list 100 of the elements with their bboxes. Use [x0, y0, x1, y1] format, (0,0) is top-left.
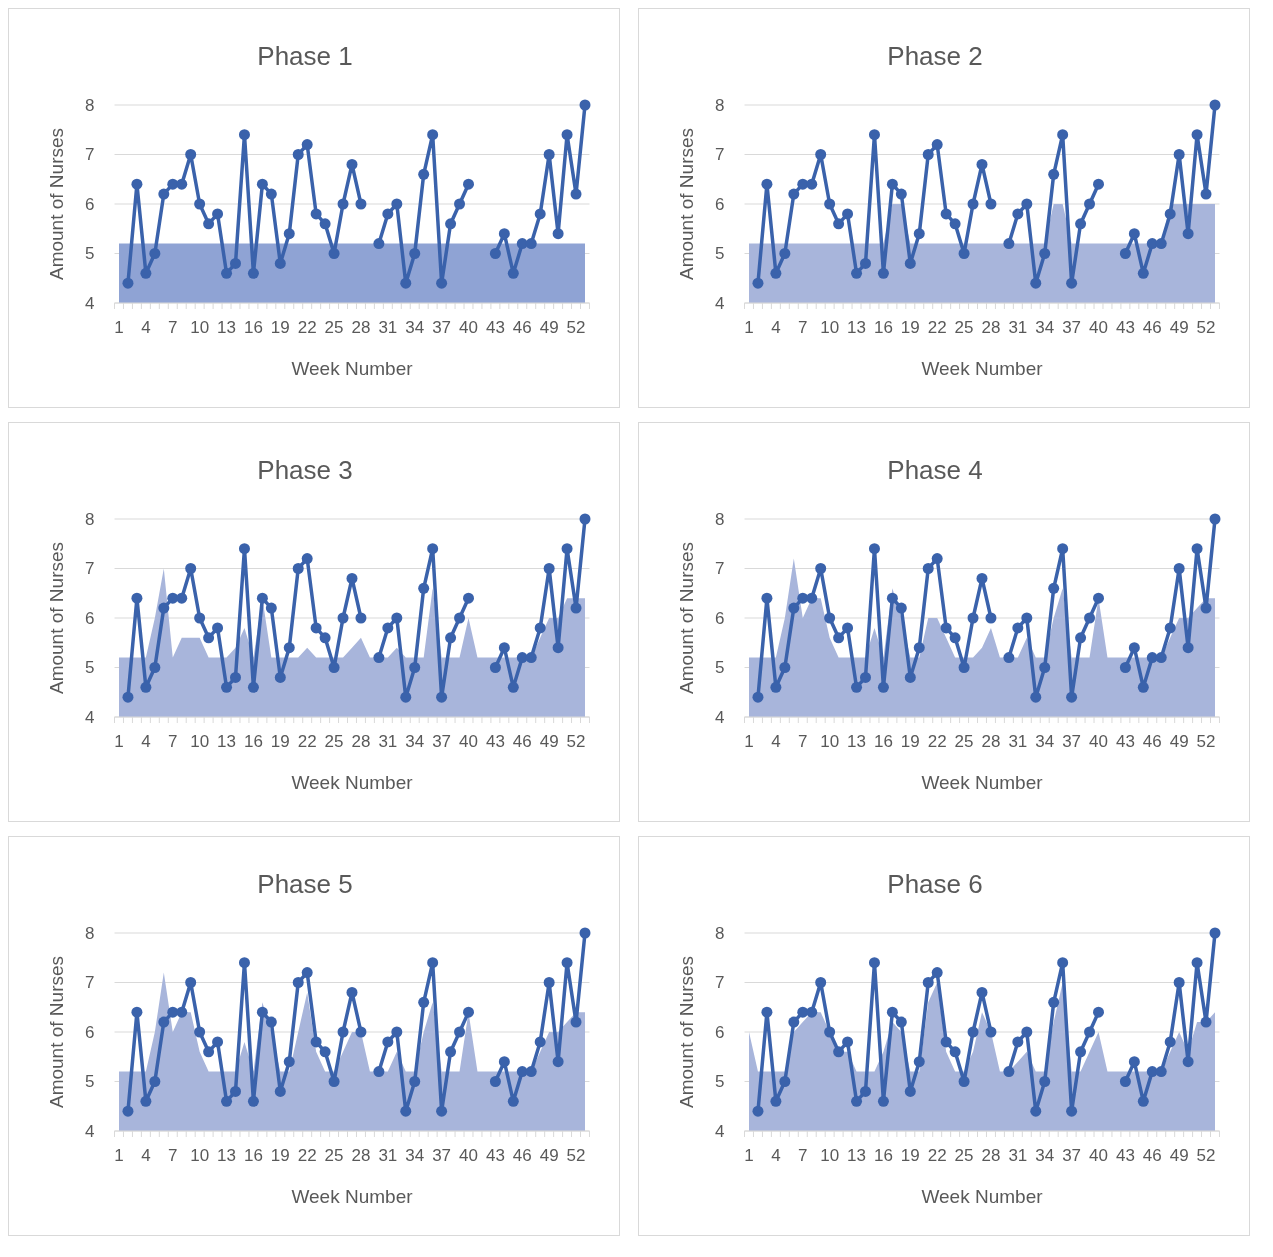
point: [788, 188, 800, 200]
x-tick-label: 13: [847, 732, 866, 751]
x-tick-label: 31: [378, 1146, 398, 1165]
x-tick-label: 37: [1062, 1146, 1082, 1165]
point: [1200, 188, 1212, 200]
point: [824, 1026, 836, 1038]
point: [543, 149, 555, 160]
x-axis-title: Week Number: [291, 772, 414, 793]
point: [382, 622, 394, 634]
point: [507, 267, 519, 279]
point: [1209, 99, 1221, 111]
x-tick-label: 31: [1008, 732, 1028, 751]
point: [1057, 129, 1069, 141]
y-tick-label: 4: [715, 293, 725, 313]
point: [833, 1046, 845, 1058]
x-tick-label: 46: [512, 318, 532, 337]
x-tick-label: 10: [820, 318, 840, 337]
x-tick-label: 37: [1062, 318, 1082, 337]
point: [949, 632, 961, 644]
x-tick-label: 25: [954, 318, 974, 337]
point: [1075, 218, 1087, 230]
x-tick-label: 19: [270, 1146, 290, 1165]
point: [301, 553, 313, 565]
point: [400, 277, 412, 289]
point: [221, 1095, 233, 1107]
x-tick-label: 28: [351, 318, 371, 337]
point: [185, 149, 197, 160]
y-tick-label: 5: [715, 244, 725, 264]
point: [436, 691, 448, 703]
point: [815, 149, 827, 160]
point: [815, 977, 827, 988]
point: [1173, 977, 1185, 988]
point: [931, 967, 943, 979]
point: [221, 267, 233, 279]
x-tick-label: 13: [847, 1146, 866, 1165]
point: [409, 248, 421, 259]
point: [373, 1066, 385, 1078]
point: [851, 267, 863, 279]
point: [570, 602, 582, 614]
point: [1164, 1036, 1176, 1048]
point: [1200, 602, 1212, 614]
point: [1057, 543, 1069, 555]
point: [256, 178, 268, 190]
x-tick-label: 19: [900, 318, 920, 337]
point: [877, 1095, 889, 1107]
y-tick-label: 8: [85, 95, 95, 115]
x-tick-label: 7: [798, 732, 808, 751]
point: [355, 612, 367, 624]
point: [788, 602, 800, 614]
point: [1137, 1095, 1149, 1107]
y-tick-label: 5: [85, 1072, 95, 1092]
point: [337, 198, 349, 210]
x-tick-label: 4: [141, 318, 151, 337]
point: [140, 681, 152, 693]
point: [489, 248, 501, 259]
point: [958, 248, 970, 259]
x-tick-label: 37: [432, 1146, 452, 1165]
point: [1093, 178, 1104, 190]
point: [221, 681, 233, 693]
point: [445, 218, 457, 230]
point: [1084, 1026, 1096, 1038]
y-axis-title: Amount of Nurses: [45, 955, 67, 1109]
x-tick-label: 40: [1089, 1146, 1108, 1165]
y-tick-label: 7: [715, 559, 725, 579]
point: [815, 563, 827, 574]
point: [1048, 168, 1060, 180]
point: [274, 671, 286, 683]
y-axis-title: Amount of Nurses: [675, 127, 697, 281]
point: [958, 1076, 970, 1087]
point: [1128, 228, 1140, 240]
point: [976, 986, 988, 998]
x-tick-label: 16: [873, 1146, 893, 1165]
point: [122, 277, 134, 289]
point: [436, 1105, 448, 1117]
point: [543, 563, 555, 574]
point: [752, 691, 764, 703]
x-tick-label: 28: [981, 1146, 1001, 1165]
point: [185, 563, 197, 574]
y-tick-label: 5: [715, 1072, 725, 1092]
point: [1084, 612, 1096, 624]
point: [149, 1076, 161, 1087]
point: [194, 1026, 206, 1038]
point: [203, 218, 215, 230]
point: [806, 592, 818, 604]
x-tick-label: 4: [141, 732, 151, 751]
point: [525, 652, 537, 664]
x-tick-label: 10: [190, 318, 210, 337]
point: [247, 681, 259, 693]
y-tick-label: 7: [85, 973, 95, 993]
point: [292, 149, 304, 160]
y-tick-label: 8: [715, 509, 725, 529]
point: [498, 1056, 510, 1068]
x-tick-label: 28: [351, 1146, 371, 1165]
point: [1191, 129, 1203, 141]
y-tick-label: 8: [85, 923, 95, 943]
point: [824, 198, 836, 210]
point: [860, 1085, 871, 1097]
point: [877, 267, 889, 279]
point: [194, 612, 206, 624]
point: [806, 1006, 818, 1018]
